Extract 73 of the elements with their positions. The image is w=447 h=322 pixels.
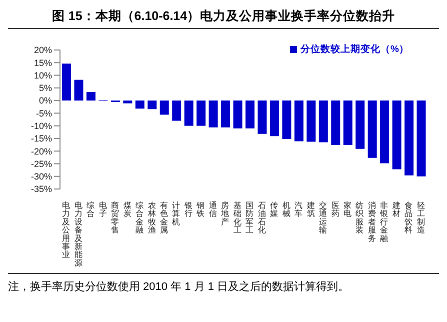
- x-tick-label: 电子: [98, 201, 107, 218]
- y-tick-label: 0%: [38, 96, 52, 106]
- bar: [148, 100, 157, 110]
- x-tick-label: 轻工制造: [416, 201, 425, 235]
- x-tick-label: 传媒: [270, 201, 278, 218]
- y-tick-label: 20%: [34, 45, 52, 56]
- bar: [135, 100, 144, 109]
- y-tick-label: -25%: [30, 158, 52, 169]
- legend-label: 分位数较上期变化（%）: [300, 44, 409, 55]
- bar: [208, 100, 218, 128]
- x-tick-label: 医药: [331, 201, 340, 218]
- bar: [160, 100, 169, 115]
- bar: [74, 80, 84, 101]
- bar: [404, 100, 414, 176]
- bar: [233, 100, 242, 128]
- y-tick-label: -35%: [30, 184, 52, 194]
- x-tick-label: 综合: [86, 201, 95, 218]
- x-tick-label: 国防军工: [246, 201, 254, 235]
- bar: [282, 100, 292, 139]
- bar: [246, 100, 254, 128]
- x-tick-label: 综合金融: [136, 201, 144, 235]
- bar: [86, 92, 96, 101]
- x-tick-label: 食品饮料: [404, 201, 413, 235]
- bar: [356, 100, 365, 149]
- bar: [184, 100, 194, 126]
- y-tick-label: -15%: [30, 134, 52, 144]
- y-tick-label: -5%: [36, 108, 52, 118]
- bar: [392, 100, 402, 170]
- x-tick-label: 电力设备及新能源: [74, 201, 82, 268]
- x-tick-label: 石油石化: [258, 201, 266, 235]
- x-tick-label: 煤炭: [123, 201, 132, 218]
- x-tick-label: 消费者服务: [368, 201, 376, 243]
- bar: [416, 100, 426, 176]
- x-tick-label: 基础化工: [232, 201, 242, 235]
- x-tick-label: 纺织服装: [356, 201, 364, 235]
- x-tick-label: 房地产: [220, 201, 230, 226]
- y-tick-label: -30%: [30, 172, 52, 182]
- text: 注，换手率历史分位数使用 2010 年 1 月 1 日及之后的数据计算得到。: [8, 280, 350, 295]
- x-tick-label: 汽车: [294, 201, 303, 218]
- x-tick-label: 建筑: [306, 201, 315, 218]
- x-tick-label: 银行: [183, 201, 192, 218]
- bar: [318, 100, 328, 142]
- y-tick-label: -10%: [30, 121, 52, 132]
- bar: [380, 100, 390, 164]
- x-tick-label: 有色金属: [160, 201, 168, 235]
- bar: [306, 100, 316, 142]
- bar: [343, 100, 352, 146]
- y-tick-label: -20%: [30, 146, 52, 156]
- x-tick-label: 通信: [208, 201, 217, 218]
- bar: [331, 100, 340, 146]
- bar: [196, 100, 206, 126]
- x-tick-label: 钢铁: [196, 201, 205, 218]
- bar: [294, 100, 304, 142]
- x-tick-label: 农林牧渔: [146, 201, 156, 235]
- y-tick-label: 5%: [38, 83, 52, 94]
- y-tick-label: 15%: [34, 58, 52, 68]
- bar: [172, 100, 182, 121]
- chart-title: 图 15：本期（6.10-6.14）电力及公用事业换手率分位数抬升: [8, 8, 439, 29]
- y-tick-label: 10%: [34, 70, 52, 80]
- x-tick-label: 商贸零售: [111, 201, 120, 235]
- x-tick-label: 建材: [391, 201, 400, 218]
- x-tick-label: 电力及公用事业: [62, 201, 70, 260]
- x-tick-label: 机械: [282, 201, 290, 218]
- bar: [221, 100, 230, 128]
- bar: [62, 64, 71, 101]
- x-tick-label: 交通运输: [319, 201, 328, 235]
- x-tick-label: 计算机: [172, 201, 180, 226]
- bar: [270, 100, 279, 136]
- bar: [258, 100, 267, 134]
- x-tick-label: 非银行金融: [379, 201, 388, 243]
- bar: [368, 100, 377, 158]
- x-tick-label: 家电: [343, 201, 352, 218]
- bar: [123, 100, 132, 104]
